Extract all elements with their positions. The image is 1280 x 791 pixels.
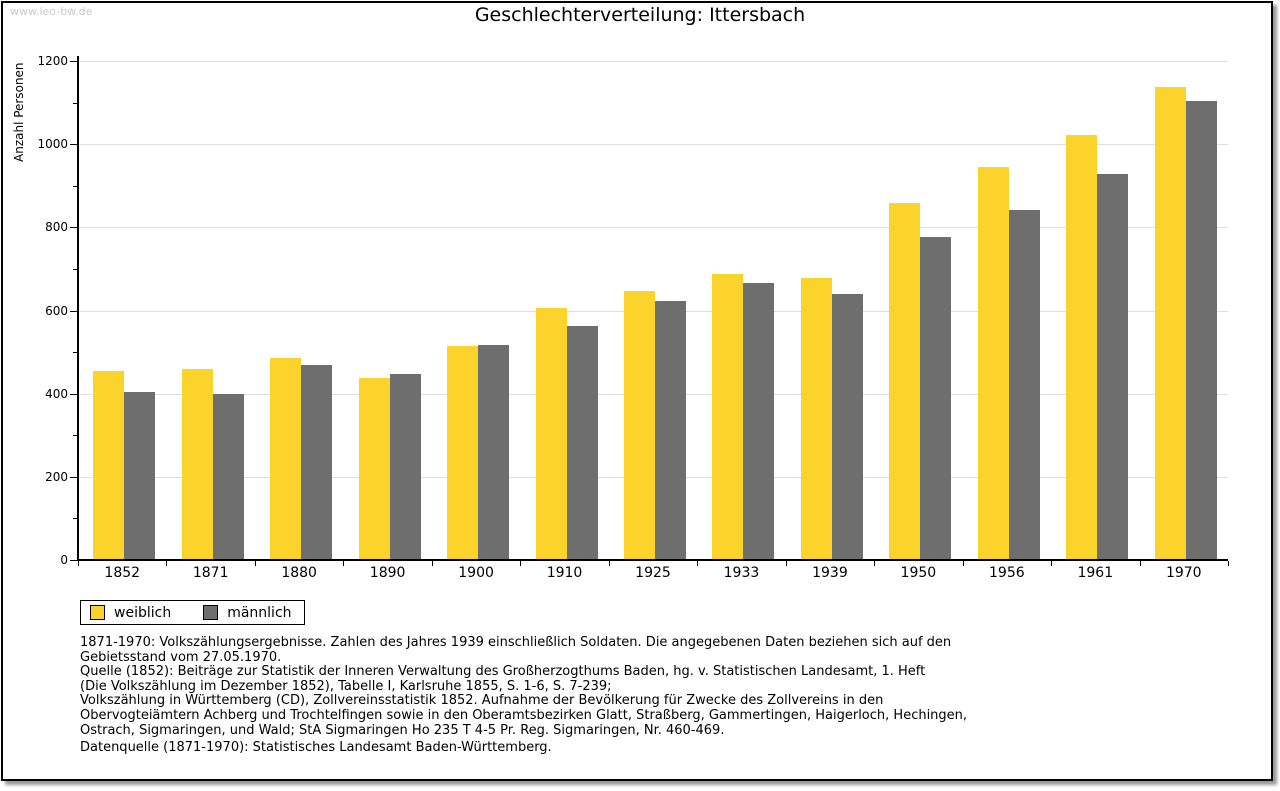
- bar-weiblich-1890: [358, 377, 390, 560]
- datasource-line: Datenquelle (1871-1970): Statistisches L…: [80, 740, 552, 755]
- bar-weiblich-1910: [535, 308, 567, 560]
- footnote-line-1: 1871-1970: Volkszählungsergebnisse. Zahl…: [80, 635, 952, 650]
- bar-männlich-1956: [1008, 209, 1040, 560]
- x-tick-13: [1228, 561, 1229, 566]
- x-tick-label-1939: 1939: [812, 565, 848, 581]
- bar-männlich-1890: [389, 373, 421, 560]
- bar-männlich-1950: [920, 236, 952, 560]
- bar-männlich-1939: [831, 293, 863, 560]
- x-tick-label-1925: 1925: [635, 565, 671, 581]
- footnote-line-6: Obervogteiämtern Achberg und Trochtelfin…: [80, 707, 968, 723]
- y-tick-label-400: 400: [45, 386, 68, 401]
- y-tick-0: [70, 560, 77, 561]
- bar-weiblich-1961: [1066, 135, 1098, 560]
- x-tick-3: [343, 561, 345, 566]
- y-minor-tick-100: [73, 518, 77, 520]
- x-tick-label-1956: 1956: [989, 565, 1025, 581]
- footnote-line-5: Volkszählung in Württemberg (CD), Zollve…: [80, 693, 884, 709]
- bar-weiblich-1970: [1154, 87, 1186, 560]
- bar-männlich-1852: [124, 391, 156, 560]
- x-tick-9: [874, 561, 876, 566]
- y-tick-1000: [70, 144, 77, 146]
- bar-weiblich-1933: [712, 273, 744, 560]
- footnotes-block: 1871-1970: Volkszählungsergebnisse. Zahl…: [80, 635, 968, 738]
- footnote-line-4: (Die Volkszählung im Dezember 1852), Tab…: [80, 678, 612, 694]
- x-tick-1: [166, 561, 168, 566]
- gridline-1000: [78, 144, 1228, 146]
- legend-swatch-weiblich: [90, 605, 105, 620]
- x-tick-label-1871: 1871: [192, 565, 229, 581]
- x-tick-5: [520, 561, 522, 566]
- legend-item-weiblich: weiblich: [90, 605, 171, 621]
- legend-label-männlich: männlich: [227, 604, 292, 621]
- bar-weiblich-1880: [270, 358, 302, 560]
- x-tick-label-1933: 1933: [723, 565, 760, 581]
- x-tick-0: [78, 561, 79, 566]
- bar-weiblich-1900: [447, 345, 479, 560]
- x-tick-10: [962, 561, 964, 566]
- y-minor-tick-1100: [73, 102, 77, 104]
- x-tick-6: [608, 561, 610, 566]
- bar-männlich-1961: [1097, 173, 1129, 560]
- y-tick-label-200: 200: [45, 469, 68, 484]
- gridline-800: [78, 227, 1228, 229]
- bar-weiblich-1852: [93, 370, 125, 560]
- chart-title: Geschlechterverteilung: Ittersbach: [474, 4, 806, 26]
- bar-weiblich-1956: [977, 167, 1009, 560]
- y-tick-label-1000: 1000: [37, 137, 68, 152]
- x-tick-11: [1051, 561, 1053, 566]
- bar-weiblich-1950: [889, 203, 921, 560]
- y-tick-200: [70, 476, 77, 478]
- legend-item-männlich: männlich: [203, 604, 292, 621]
- gridline-1200: [78, 61, 1228, 62]
- y-minor-tick-900: [73, 185, 77, 187]
- bar-männlich-1880: [301, 365, 333, 560]
- bar-männlich-1925: [655, 300, 686, 560]
- bar-weiblich-1871: [181, 368, 213, 560]
- bar-weiblich-1939: [800, 278, 832, 560]
- y-tick-label-0: 0: [60, 553, 68, 567]
- bar-weiblich-1925: [624, 290, 655, 560]
- y-tick-800: [70, 227, 77, 229]
- y-tick-label-600: 600: [45, 303, 68, 318]
- footnote-line-7: Ostrach, Sigmaringen, und Wald; StA Sigm…: [80, 722, 725, 738]
- y-axis-line: [77, 56, 79, 561]
- x-tick-4: [431, 561, 433, 566]
- x-tick-12: [1139, 561, 1141, 566]
- y-tick-1200: [70, 61, 77, 62]
- y-tick-label-800: 800: [45, 220, 68, 235]
- x-axis-line: [77, 559, 1228, 561]
- legend: weiblich männlich: [80, 600, 305, 625]
- x-tick-7: [697, 561, 699, 566]
- bar-männlich-1933: [743, 282, 775, 560]
- bar-männlich-1970: [1185, 100, 1217, 560]
- bar-männlich-1871: [212, 393, 244, 560]
- x-tick-label-1890: 1890: [369, 565, 406, 581]
- x-tick-label-1880: 1880: [281, 565, 317, 581]
- x-tick-label-1910: 1910: [546, 565, 583, 581]
- y-tick-600: [70, 310, 77, 312]
- y-minor-tick-700: [73, 268, 77, 270]
- x-tick-label-1852: 1852: [104, 565, 141, 581]
- x-tick-label-1970: 1970: [1165, 565, 1202, 581]
- footnote-line-2: Gebietsstand vom 27.05.1970.: [80, 649, 282, 665]
- x-tick-label-1961: 1961: [1077, 565, 1114, 581]
- x-tick-label-1900: 1900: [458, 565, 494, 581]
- y-minor-tick-300: [73, 435, 77, 437]
- y-tick-label-1200: 1200: [37, 54, 68, 68]
- x-tick-8: [785, 561, 787, 566]
- bar-männlich-1910: [566, 325, 598, 560]
- legend-swatch-männlich: [203, 605, 219, 620]
- site-watermark: www.leo-bw.de: [10, 5, 93, 18]
- y-minor-tick-500: [73, 352, 77, 354]
- bar-männlich-1900: [478, 344, 510, 560]
- y-tick-400: [70, 393, 77, 395]
- footnote-line-3: Quelle (1852): Beiträge zur Statistik de…: [80, 664, 926, 680]
- x-tick-label-1950: 1950: [900, 565, 937, 581]
- x-tick-2: [254, 561, 256, 566]
- legend-label-weiblich: weiblich: [114, 604, 172, 621]
